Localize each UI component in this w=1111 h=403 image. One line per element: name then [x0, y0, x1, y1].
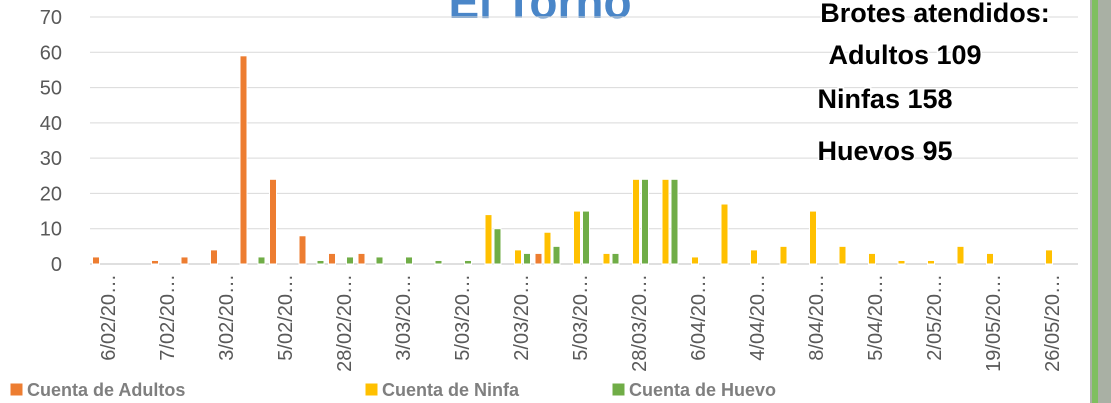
bar — [328, 252, 336, 265]
bar — [484, 214, 493, 265]
bar — [464, 259, 472, 265]
bar — [543, 231, 552, 265]
bar — [534, 252, 543, 265]
bar — [151, 259, 159, 265]
x-tick-label: 4/04/20… — [747, 274, 769, 361]
legend-swatch — [611, 382, 626, 397]
bar — [641, 178, 649, 265]
x-tick-label: 5/04/20… — [865, 274, 887, 361]
x-tick-label: 28/02/20… — [334, 274, 356, 372]
bar — [239, 55, 248, 265]
bar — [670, 178, 679, 265]
annotation: Adultos 109 — [828, 40, 981, 70]
bar — [180, 256, 189, 265]
y-tick-label: 20 — [40, 183, 62, 205]
y-tick-label: 40 — [40, 113, 62, 135]
bar — [357, 252, 366, 265]
x-tick-label: 3/02/20… — [216, 274, 238, 361]
bar — [493, 228, 502, 265]
bar — [523, 252, 531, 265]
bar — [750, 249, 758, 265]
x-tick-label: 5/02/20… — [275, 274, 297, 361]
legend-label: Cuenta de Ninfa — [382, 380, 520, 400]
x-tick-label: 26/05/20… — [1042, 274, 1064, 372]
bar — [927, 259, 935, 265]
bar — [1045, 249, 1053, 265]
bar — [691, 256, 699, 265]
bar — [92, 256, 100, 265]
x-tick-label: 5/03/20… — [570, 274, 592, 361]
bar — [779, 245, 788, 265]
bar — [868, 252, 876, 265]
x-tick-label: 28/03/20… — [629, 274, 651, 372]
bar — [573, 210, 581, 265]
x-tick-label: 8/04/20… — [806, 274, 828, 361]
x-tick-label: 7/02/20… — [157, 274, 179, 361]
frame-accent — [1092, 0, 1098, 403]
x-tick-label: 6/02/20… — [98, 274, 120, 361]
bar — [632, 178, 640, 265]
y-tick-label: 0 — [51, 254, 62, 276]
bar — [269, 178, 277, 265]
bar — [346, 256, 354, 265]
x-tick-label: 6/04/20… — [688, 274, 710, 361]
bar — [986, 252, 994, 265]
x-tick-label: 2/05/20… — [924, 274, 946, 361]
legend-swatch — [9, 382, 24, 397]
y-tick-label: 30 — [40, 148, 62, 170]
bar — [838, 245, 847, 265]
x-tick-label: 19/05/20… — [983, 274, 1005, 372]
y-tick-label: 50 — [40, 78, 62, 100]
bar — [809, 210, 817, 265]
bar — [434, 259, 443, 265]
bar — [514, 249, 522, 265]
x-tick-label: 5/03/20… — [452, 274, 474, 361]
bar — [405, 256, 413, 265]
bar — [257, 256, 266, 265]
x-tick-label: 2/03/20… — [511, 274, 533, 361]
bar — [582, 210, 590, 265]
legend-swatch — [364, 382, 379, 397]
annotation: Brotes atendidos: — [820, 0, 1050, 28]
bar — [375, 256, 384, 265]
legend-label: Cuenta de Adultos — [27, 380, 185, 400]
chart-title: El Torno — [448, 0, 631, 28]
bar — [897, 259, 906, 265]
legend-label: Cuenta de Huevo — [629, 380, 776, 400]
y-tick-label: 10 — [40, 219, 62, 241]
bar — [956, 245, 965, 265]
annotation: Ninfas 158 — [817, 84, 952, 114]
bar — [298, 235, 307, 265]
y-tick-label: 60 — [40, 42, 62, 64]
bar — [720, 203, 729, 265]
bar — [661, 178, 670, 265]
y-tick-label: 70 — [40, 7, 62, 29]
bar — [552, 245, 561, 265]
bar — [602, 252, 611, 265]
annotation: Huevos 95 — [817, 136, 952, 166]
bar — [611, 252, 620, 265]
bar — [316, 259, 325, 265]
bar — [210, 249, 218, 265]
x-tick-label: 3/03/20… — [393, 274, 415, 361]
